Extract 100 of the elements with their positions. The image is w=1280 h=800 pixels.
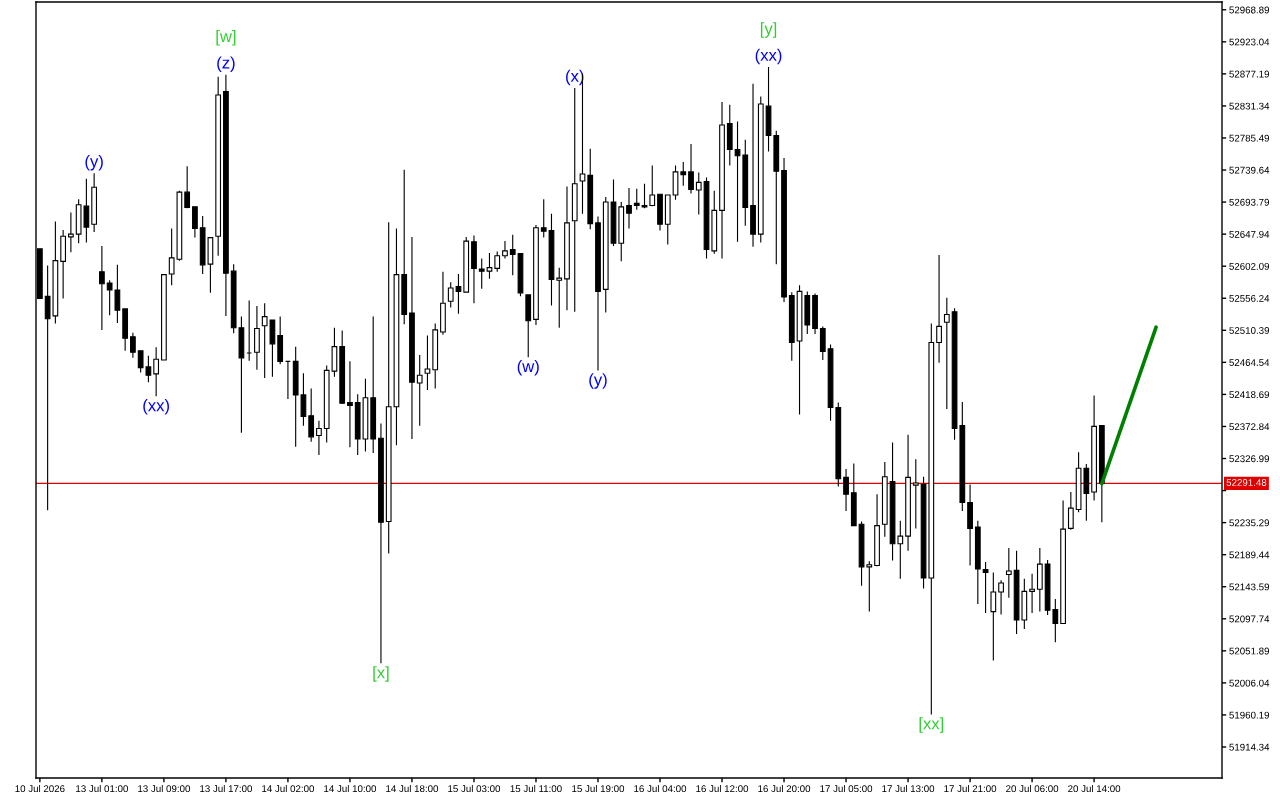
candlestick (548, 213, 555, 306)
y-tick-label: 51914.34 (1229, 743, 1270, 751)
candlestick (1067, 491, 1074, 531)
candlestick (556, 267, 563, 329)
y-tick-label: 52372.84 (1229, 423, 1270, 431)
annotation: (z) (217, 56, 235, 72)
x-tick-label: 16 Jul 04:00 (634, 784, 687, 793)
y-tick-label: 52510.39 (1229, 327, 1270, 334)
candlestick (672, 165, 679, 201)
candlestick (850, 462, 857, 527)
candlestick (525, 293, 532, 358)
annotation: [y] (760, 22, 777, 38)
candlestick (533, 224, 539, 326)
x-tick-label: 17 Jul 21:00 (944, 784, 997, 793)
candlestick (688, 143, 694, 195)
candlestick (308, 388, 315, 443)
candlestick (874, 493, 880, 567)
candlestick (757, 95, 764, 244)
y-tick-label: 52739.64 (1229, 166, 1270, 174)
x-tick-label: 17 Jul 05:00 (820, 784, 873, 793)
y-tick-label: 52968.89 (1229, 6, 1270, 14)
y-tick-label: 52418.69 (1229, 391, 1270, 399)
candlestick (750, 83, 756, 248)
candlestick (943, 297, 950, 410)
candlestick (1098, 424, 1105, 523)
candlestick (471, 234, 477, 304)
candlestick (905, 434, 911, 552)
x-tick-label: 20 Jul 14:00 (1068, 784, 1121, 793)
annotation: (w) (517, 359, 539, 376)
candlestick (936, 254, 942, 364)
candlestick (416, 354, 423, 427)
x-tick-label: 16 Jul 12:00 (696, 784, 749, 793)
candlestick (641, 183, 648, 209)
y-tick-label: 52326.99 (1229, 455, 1270, 463)
candlestick (540, 198, 547, 239)
candlestick (424, 334, 431, 391)
y-tick-label: 52556.24 (1229, 294, 1270, 302)
candlestick (726, 104, 733, 167)
annotation: [xx] (919, 717, 944, 733)
candlestick (409, 236, 415, 440)
candlestick (982, 561, 989, 614)
candlestick (1060, 499, 1066, 625)
x-tick-label: 15 Jul 03:00 (448, 784, 501, 793)
x-tick-label: 15 Jul 19:00 (572, 784, 625, 793)
candlestick (285, 360, 291, 400)
candlestick (974, 520, 981, 605)
candlestick (91, 172, 98, 233)
y-tick-label: 52006.04 (1229, 679, 1270, 687)
x-tick-label: 20 Jul 06:00 (1006, 784, 1059, 793)
candlestick (277, 316, 284, 365)
candlestick (339, 330, 346, 405)
y-tick-label: 52051.89 (1229, 647, 1270, 655)
candlestick (657, 193, 663, 232)
candlestick (781, 157, 787, 303)
candlestick (161, 274, 167, 361)
candlestick (912, 458, 919, 529)
x-tick-label: 14 Jul 18:00 (386, 784, 439, 793)
x-tick-label: 13 Jul 01:00 (76, 784, 128, 793)
candlestick (60, 229, 67, 299)
candlestick (664, 194, 671, 246)
candlestick (254, 305, 260, 371)
candlestick (370, 316, 377, 454)
y-tick-label: 52097.74 (1229, 615, 1270, 623)
annotation: (y) (589, 373, 607, 389)
y-tick-label: 52785.49 (1229, 134, 1270, 142)
y-tick-label: 52693.79 (1229, 198, 1270, 206)
candlestick (215, 76, 222, 257)
candlestick (626, 187, 632, 230)
x-tick-label: 17 Jul 13:00 (882, 784, 935, 793)
ref-line-label: 52291.48 (1226, 479, 1267, 486)
candlestick (602, 196, 609, 313)
candlestick (1036, 547, 1043, 613)
candlestick (618, 201, 625, 262)
candlestick (184, 165, 191, 209)
candlestick (1091, 395, 1097, 502)
annotation: (y) (85, 154, 103, 171)
y-tick-label: 51960.19 (1229, 711, 1270, 719)
candlestick (742, 139, 749, 227)
candlestick (680, 161, 687, 187)
candlestick (819, 325, 826, 361)
candlestick (432, 323, 439, 390)
candlestick (649, 165, 656, 207)
candlestick (463, 236, 470, 294)
candlestick (881, 461, 888, 538)
candlestick (633, 188, 640, 211)
y-tick-label: 52143.59 (1229, 583, 1270, 591)
candlestick (1005, 547, 1012, 599)
x-tick-label: 13 Jul 17:00 (200, 784, 253, 793)
x-tick-label: 10 Jul 2026 (15, 784, 65, 793)
x-tick-label: 14 Jul 10:00 (324, 784, 377, 793)
y-tick-label: 52235.29 (1229, 519, 1270, 527)
candlestick (246, 299, 253, 362)
x-tick-label: 13 Jul 09:00 (138, 784, 191, 793)
y-tick-label: 52923.04 (1229, 38, 1270, 46)
candlestick (347, 360, 353, 448)
annotation: (xx) (755, 48, 782, 65)
candlestick (401, 169, 408, 325)
candlestick (843, 468, 849, 512)
candlestick (153, 346, 160, 397)
x-tick-label: 14 Jul 02:00 (262, 784, 315, 793)
